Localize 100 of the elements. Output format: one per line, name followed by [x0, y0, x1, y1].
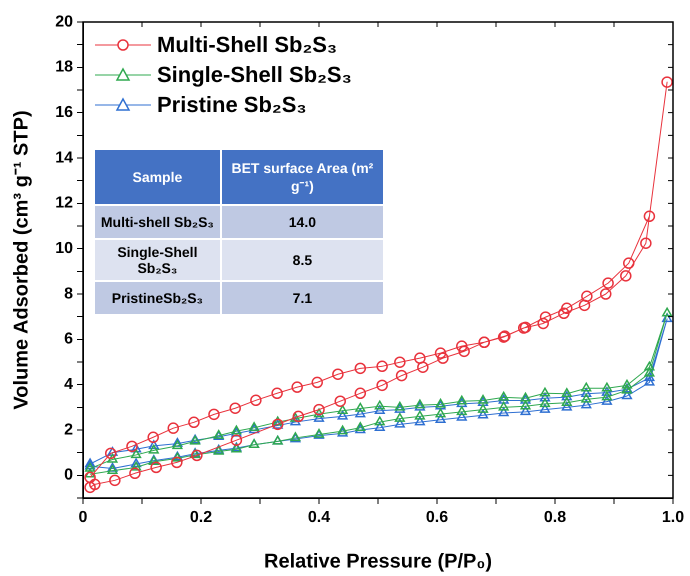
point: [602, 382, 612, 392]
point: [520, 394, 531, 404]
point: [311, 376, 323, 388]
point: [107, 446, 118, 456]
point: [600, 288, 612, 300]
point: [456, 412, 467, 421]
point: [85, 458, 96, 468]
point: [417, 361, 429, 373]
point: [191, 450, 203, 462]
point: [414, 410, 425, 420]
point: [478, 410, 488, 419]
point: [148, 440, 159, 450]
annotation: 7.1: [222, 282, 385, 314]
point: [602, 386, 612, 396]
y-tick-label: 12: [55, 194, 74, 212]
y-tick-label: 0: [64, 466, 74, 484]
legend-label: Single-Shell Sb₂S₃: [157, 61, 352, 89]
point: [84, 482, 96, 494]
point: [540, 311, 552, 323]
annotation: BET surface Area (m² g⁻¹): [222, 150, 385, 204]
point: [231, 425, 242, 434]
point: [540, 404, 550, 413]
point: [374, 400, 385, 410]
point: [208, 408, 220, 420]
point: [249, 422, 260, 431]
point: [150, 462, 162, 474]
point: [188, 416, 200, 428]
legend-label: Pristine Sb₂S₃: [157, 91, 307, 119]
y-tick-label: 4: [64, 376, 74, 394]
point: [562, 388, 572, 397]
y-tick-label: 14: [55, 149, 74, 166]
point: [644, 376, 654, 386]
point: [562, 391, 572, 400]
y-tick-label: 20: [55, 13, 74, 30]
point: [394, 412, 405, 422]
point: [520, 406, 531, 416]
point: [107, 462, 118, 472]
point: [558, 308, 570, 320]
point: [581, 382, 592, 392]
annotation: 14.0: [222, 206, 385, 238]
point: [89, 478, 101, 490]
point: [290, 412, 300, 422]
point: [131, 458, 142, 468]
point: [292, 410, 304, 422]
point: [334, 395, 346, 407]
point: [338, 410, 348, 420]
point: [478, 397, 488, 406]
y-tick-label: 16: [55, 104, 74, 122]
point: [435, 408, 446, 418]
point: [394, 404, 405, 413]
point: [644, 368, 654, 377]
point: [414, 402, 425, 411]
point: [394, 356, 406, 368]
x-tick-label: 0.4: [308, 509, 330, 526]
point: [640, 237, 652, 249]
point: [129, 468, 141, 480]
point: [172, 438, 182, 447]
y-tick-label: 18: [55, 58, 74, 76]
point: [107, 454, 118, 463]
point: [376, 380, 388, 392]
point: [644, 210, 656, 222]
point: [291, 381, 303, 393]
point: [271, 388, 283, 400]
annotation: Sample: [95, 150, 222, 204]
point: [478, 404, 488, 413]
point: [230, 434, 242, 446]
point: [458, 346, 470, 358]
point: [374, 404, 385, 414]
point: [414, 416, 425, 426]
point: [332, 368, 344, 380]
point: [85, 468, 96, 478]
point: [562, 402, 572, 411]
annotation: Single-Shell Sb₂S₃: [95, 240, 222, 280]
y-tick-label: 2: [64, 421, 74, 438]
point: [540, 392, 550, 402]
point: [131, 444, 142, 453]
point: [148, 444, 159, 454]
point: [354, 362, 366, 374]
point: [581, 394, 592, 403]
point: [622, 380, 632, 389]
point: [540, 388, 550, 397]
x-tick-label: 0.6: [426, 509, 448, 526]
point: [338, 428, 348, 437]
point: [644, 372, 654, 382]
point: [168, 422, 180, 434]
point: [602, 277, 614, 289]
point: [435, 414, 446, 424]
point: [374, 422, 385, 431]
y-axis-title: Volume Adsorbed (cm³ g⁻¹ STP): [10, 110, 33, 410]
x-axis-title: Relative Pressure (P/P₀): [264, 550, 492, 573]
point: [147, 432, 159, 444]
point: [537, 318, 549, 330]
point: [623, 257, 634, 269]
point: [313, 404, 325, 416]
point: [126, 440, 138, 452]
point: [581, 388, 592, 397]
point: [131, 462, 142, 471]
x-tick-label: 0.8: [544, 509, 566, 526]
point: [314, 408, 324, 418]
point: [498, 392, 509, 401]
